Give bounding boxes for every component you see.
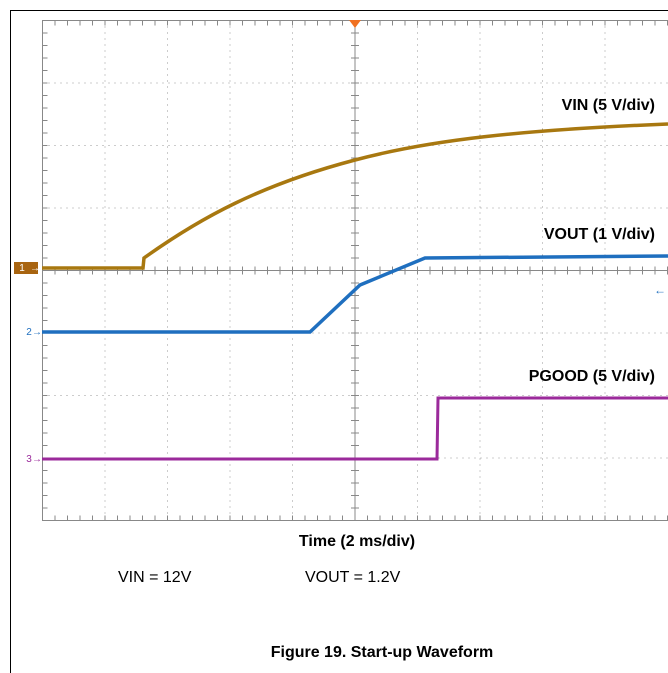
scope-border: [42, 20, 668, 521]
condition: VIN = 12V: [118, 569, 192, 586]
ch1-marker: 1: [19, 263, 25, 274]
ch3-marker: 3: [26, 454, 32, 465]
trigger-marker: [349, 20, 361, 28]
ch2-arrow: →: [32, 327, 42, 338]
vin-label: VIN (5 V/div): [562, 97, 655, 114]
ch2-marker: 2: [26, 327, 32, 338]
ch3-arrow: →: [32, 454, 42, 465]
vin-trace: [42, 122, 668, 270]
condition: VOUT = 1.2V: [305, 569, 401, 586]
scope-grid: [42, 20, 668, 521]
vout-label: VOUT (1 V/div): [544, 226, 655, 243]
vout-trace: [42, 254, 668, 334]
pgood-label: PGOOD (5 V/div): [529, 368, 655, 385]
caption: Figure 19. Start-up Waveform: [271, 644, 494, 661]
pgood-trace: [42, 396, 668, 461]
ref-arrow: ←: [654, 283, 666, 297]
time-label: Time (2 ms/div): [299, 533, 415, 550]
ch1-marker-box: [14, 262, 38, 274]
ch1-arrow: →: [30, 263, 40, 274]
